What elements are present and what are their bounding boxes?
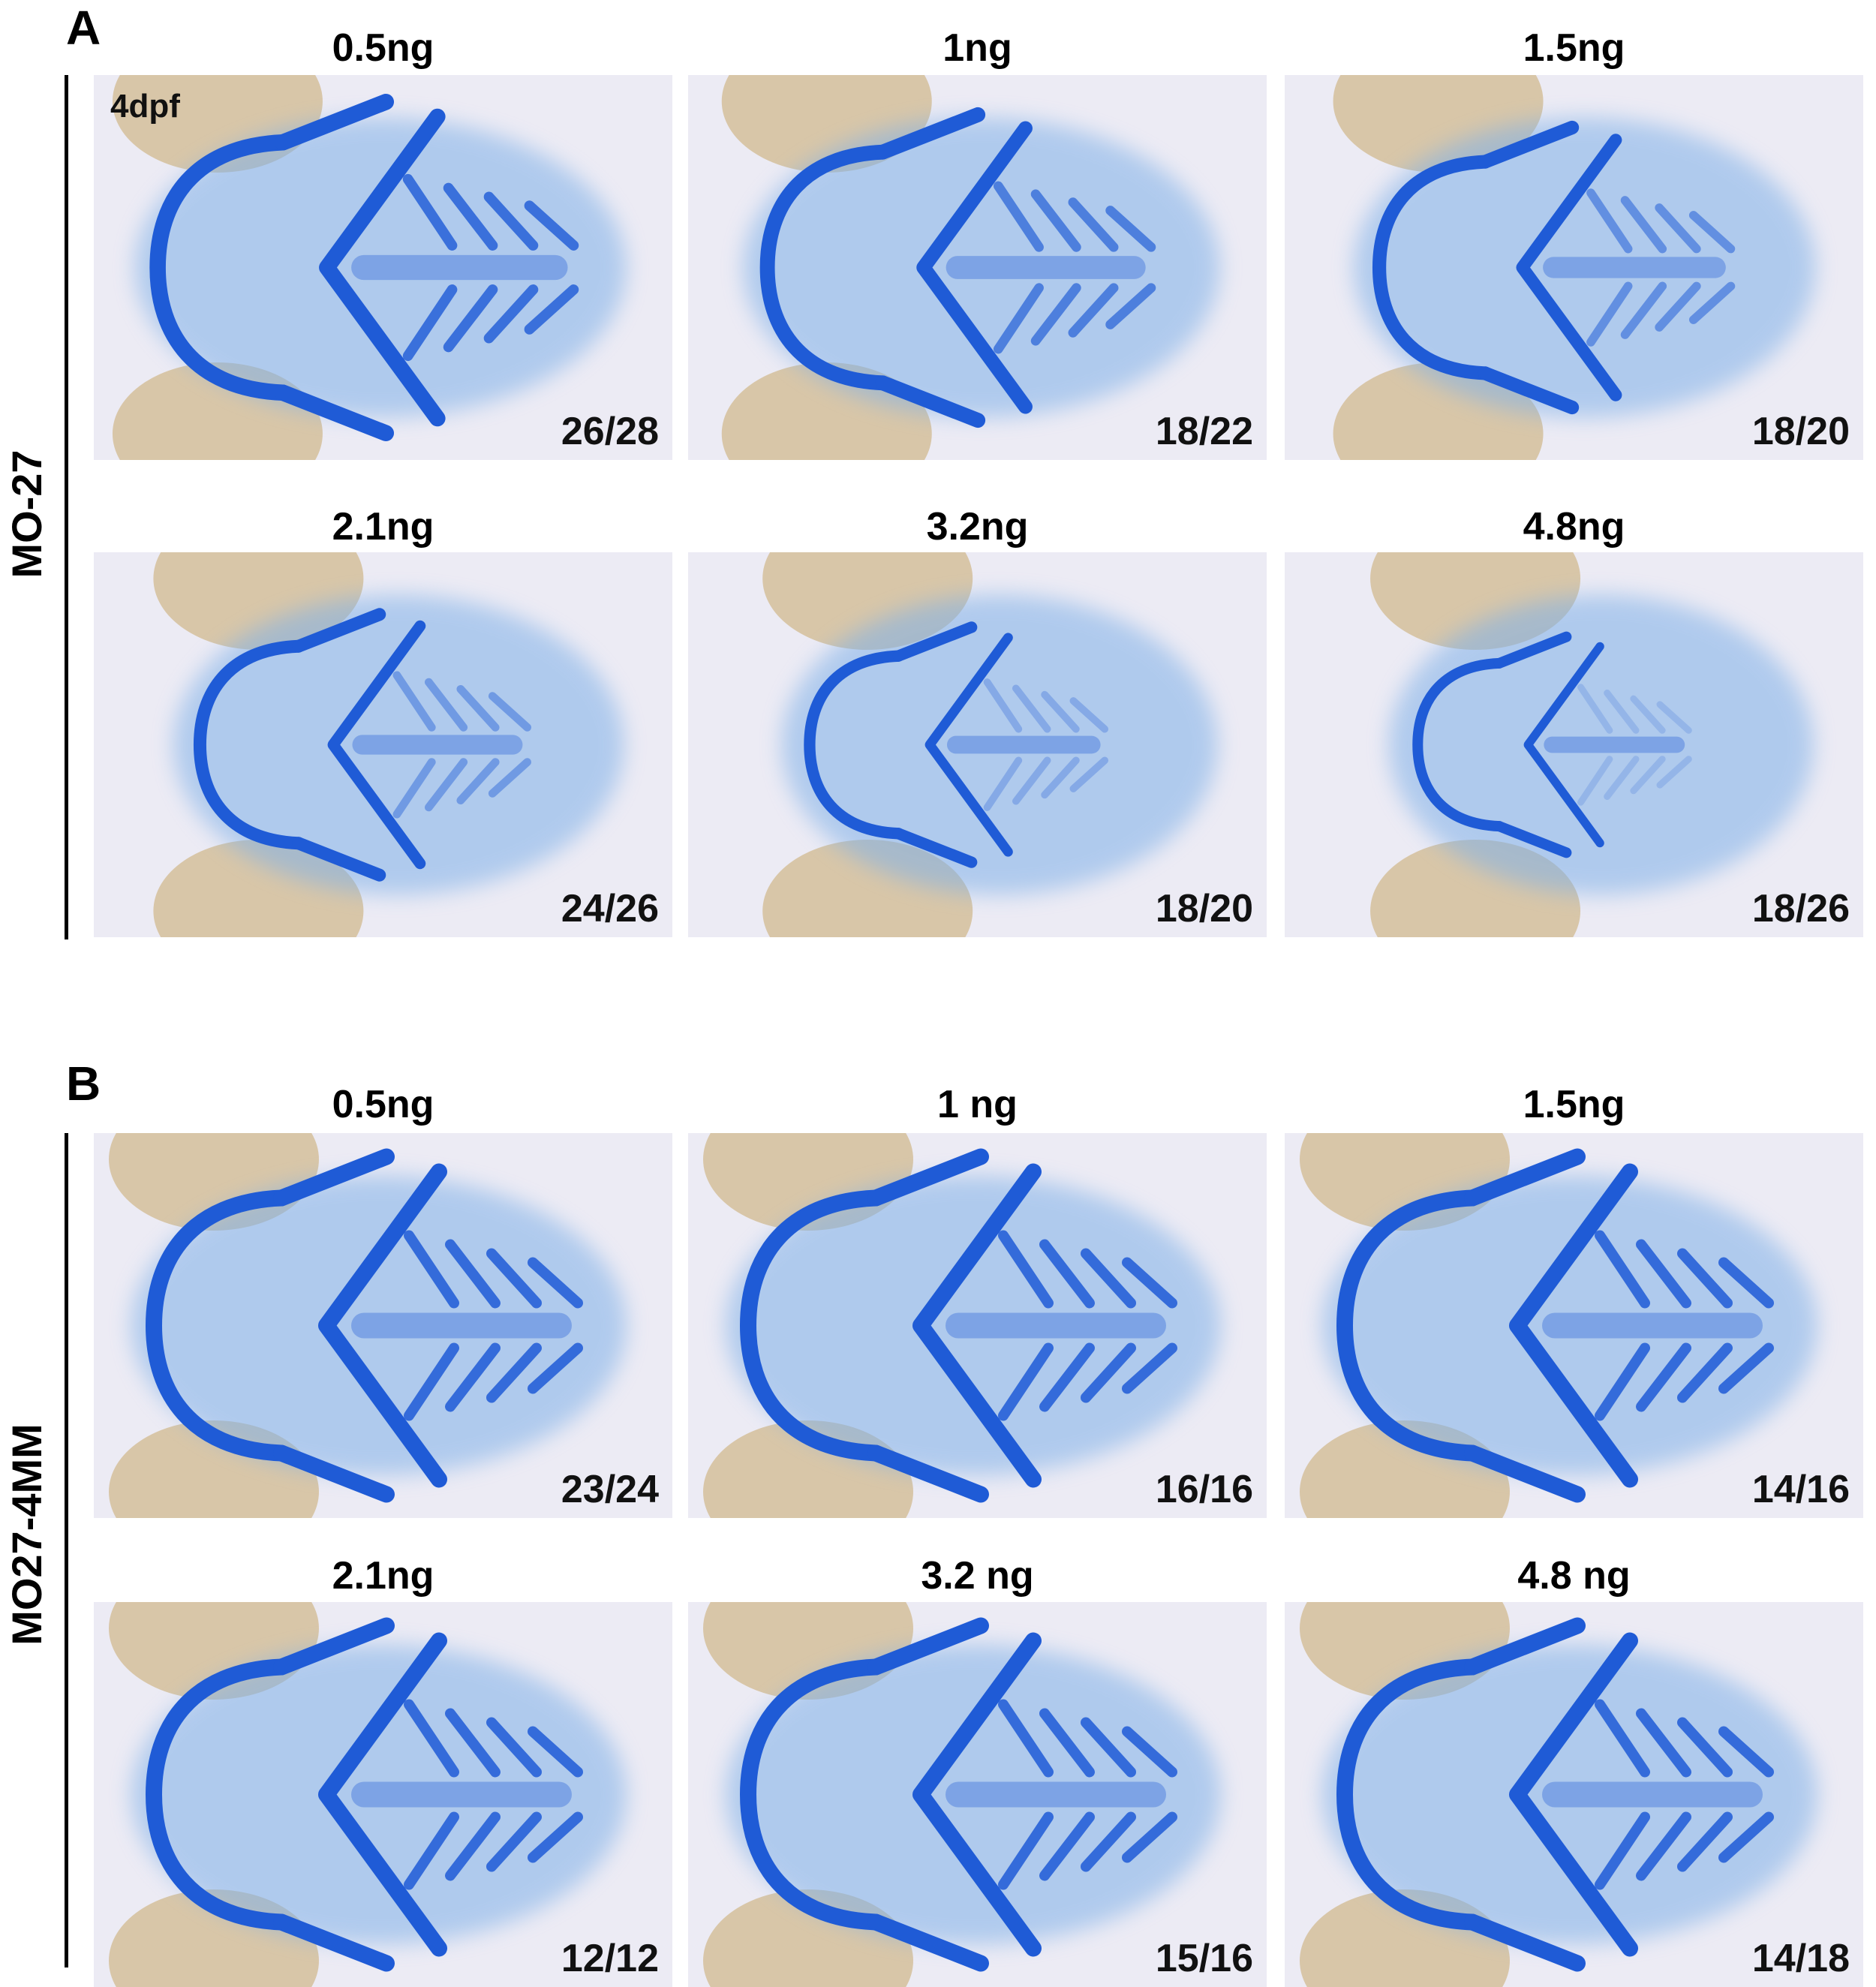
cartilage-shape	[804, 621, 1109, 868]
count-label: 18/26	[1751, 887, 1850, 930]
count-label: 12/12	[561, 1937, 659, 1980]
micrograph-tile: 18/22	[688, 75, 1267, 460]
cartilage-shape	[149, 93, 579, 442]
count-label: 16/16	[1155, 1468, 1253, 1511]
cartilage-shape	[740, 1617, 1177, 1972]
cartilage-shape	[740, 1148, 1177, 1503]
micrograph-tile: 18/20	[688, 552, 1267, 937]
dose-label: 2.1ng	[332, 505, 434, 549]
dose-label: 0.5ng	[332, 1083, 434, 1126]
count-label: 14/16	[1751, 1468, 1850, 1511]
dose-label: 3.2ng	[926, 505, 1029, 549]
micrograph-image	[1285, 552, 1863, 937]
micrograph-image	[1285, 1602, 1863, 1987]
micrograph-tile: 16/16	[688, 1133, 1267, 1518]
count-label: 18/20	[1155, 887, 1253, 930]
dose-label: 3.2 ng	[921, 1554, 1034, 1598]
cartilage-shape	[1372, 120, 1736, 415]
micrograph-image	[94, 75, 672, 460]
micrograph-tile: 14/18	[1285, 1602, 1863, 1987]
dose-label: 1 ng	[937, 1083, 1018, 1126]
group-label: MO27-4MM	[3, 1423, 50, 1646]
micrograph-image	[1285, 75, 1863, 460]
micrograph-image	[688, 552, 1267, 937]
micrograph-image	[1285, 1133, 1863, 1518]
cartilage-shape	[146, 1148, 583, 1503]
micrograph-image	[94, 1602, 672, 1987]
count-label: 24/26	[561, 887, 659, 930]
dose-label: 0.5ng	[332, 26, 434, 70]
stage-label: 4dpf	[110, 88, 180, 125]
micrograph-tile: 18/26	[1285, 552, 1863, 937]
count-label: 15/16	[1155, 1937, 1253, 1980]
count-label: 14/18	[1751, 1937, 1850, 1980]
count-label: 18/20	[1751, 410, 1850, 453]
panel-letter: B	[66, 1057, 101, 1111]
cartilage-shape	[759, 107, 1156, 428]
micrograph-image	[688, 75, 1267, 460]
micrograph-image	[688, 1133, 1267, 1518]
micrograph-tile: 15/16	[688, 1602, 1267, 1987]
group-label: MO-27	[3, 449, 50, 579]
cartilage-shape	[1336, 1617, 1774, 1972]
panel-letter: A	[66, 1, 101, 55]
micrograph-tile: 4dpf 26/28	[94, 75, 672, 460]
micrograph-tile: 12/12	[94, 1602, 672, 1987]
micrograph-tile: 24/26	[94, 552, 672, 937]
group-bracket-line	[65, 75, 68, 939]
cartilage-shape	[146, 1617, 583, 1972]
micrograph-image	[688, 1602, 1267, 1987]
dose-label: 2.1ng	[332, 1554, 434, 1598]
count-label: 26/28	[561, 410, 659, 453]
dose-label: 4.8 ng	[1517, 1554, 1631, 1598]
micrograph-image	[94, 552, 672, 937]
cartilage-shape	[1336, 1148, 1774, 1503]
dose-label: 1.5ng	[1523, 1083, 1625, 1126]
micrograph-image	[94, 1133, 672, 1518]
micrograph-tile: 18/20	[1285, 75, 1863, 460]
cartilage-shape	[193, 608, 532, 882]
micrograph-tile: 14/16	[1285, 1133, 1863, 1518]
dose-label: 1.5ng	[1523, 26, 1625, 70]
cartilage-shape	[1412, 631, 1692, 858]
micrograph-tile: 23/24	[94, 1133, 672, 1518]
dose-label: 4.8ng	[1523, 505, 1625, 549]
count-label: 23/24	[561, 1468, 659, 1511]
count-label: 18/22	[1155, 410, 1253, 453]
dose-label: 1ng	[943, 26, 1012, 70]
group-bracket-line	[65, 1133, 68, 1967]
